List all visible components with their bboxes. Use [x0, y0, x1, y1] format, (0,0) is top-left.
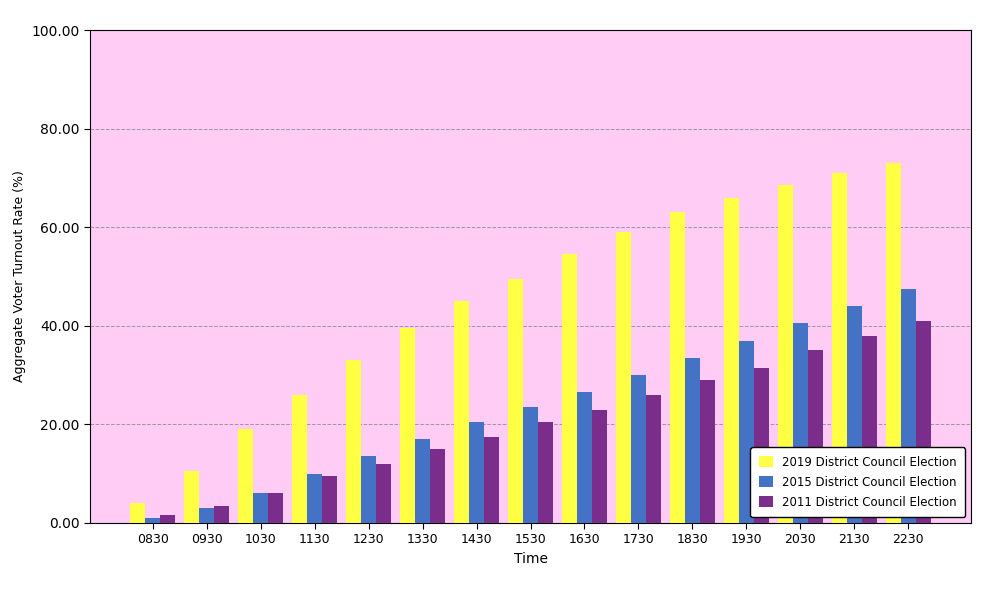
Bar	[253, 493, 268, 523]
Bar	[670, 212, 685, 523]
Bar	[523, 407, 539, 523]
Bar	[145, 518, 160, 523]
Bar	[307, 474, 322, 523]
Bar	[916, 321, 931, 523]
Bar	[508, 279, 523, 523]
Bar	[862, 335, 877, 523]
Bar	[484, 436, 499, 523]
Bar	[616, 232, 631, 523]
Bar	[793, 323, 808, 523]
Bar	[469, 422, 484, 523]
Bar	[238, 429, 253, 523]
Bar	[592, 409, 608, 523]
Bar	[130, 503, 145, 523]
Bar	[577, 392, 592, 523]
Legend: 2019 District Council Election, 2015 District Council Election, 2011 District Co: 2019 District Council Election, 2015 Dis…	[751, 447, 965, 517]
Bar	[199, 508, 214, 523]
Bar	[376, 464, 391, 523]
Y-axis label: Aggregate Voter Turnout Rate (%): Aggregate Voter Turnout Rate (%)	[13, 171, 26, 382]
Bar	[346, 360, 361, 523]
Bar	[754, 368, 769, 523]
Bar	[184, 471, 199, 523]
Bar	[361, 456, 376, 523]
Bar	[739, 341, 754, 523]
Bar	[808, 350, 823, 523]
Bar	[160, 516, 175, 523]
Bar	[886, 163, 901, 523]
Bar	[453, 301, 469, 523]
X-axis label: Time: Time	[514, 552, 548, 566]
Bar	[214, 505, 229, 523]
Bar	[685, 358, 700, 523]
Bar	[700, 380, 715, 523]
Bar	[631, 375, 646, 523]
Bar	[539, 422, 554, 523]
Bar	[292, 395, 307, 523]
Bar	[322, 476, 337, 523]
Bar	[415, 439, 430, 523]
Bar	[724, 198, 739, 523]
Bar	[268, 493, 283, 523]
Bar	[430, 449, 445, 523]
Bar	[901, 289, 916, 523]
Bar	[646, 395, 661, 523]
Bar	[778, 185, 793, 523]
Bar	[562, 254, 577, 523]
Bar	[847, 306, 862, 523]
Bar	[400, 328, 415, 523]
Bar	[832, 173, 847, 523]
